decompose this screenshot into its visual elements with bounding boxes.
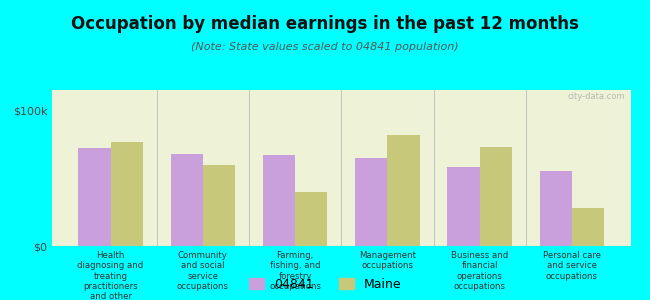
Bar — [263, 155, 295, 246]
Bar — [203, 165, 235, 246]
Bar — [78, 148, 111, 246]
Text: (Note: State values scaled to 04841 population): (Note: State values scaled to 04841 popu… — [191, 42, 459, 52]
Bar — [387, 135, 420, 246]
Bar — [572, 208, 604, 246]
Text: city-data.com: city-data.com — [567, 92, 625, 100]
Bar — [480, 147, 512, 246]
Bar — [540, 171, 572, 246]
Bar — [447, 167, 480, 246]
Bar — [355, 158, 387, 246]
Text: Occupation by median earnings in the past 12 months: Occupation by median earnings in the pas… — [71, 15, 579, 33]
Bar — [295, 192, 328, 246]
Bar — [170, 154, 203, 246]
Legend: 04841, Maine: 04841, Maine — [249, 278, 401, 291]
Bar — [111, 142, 143, 246]
